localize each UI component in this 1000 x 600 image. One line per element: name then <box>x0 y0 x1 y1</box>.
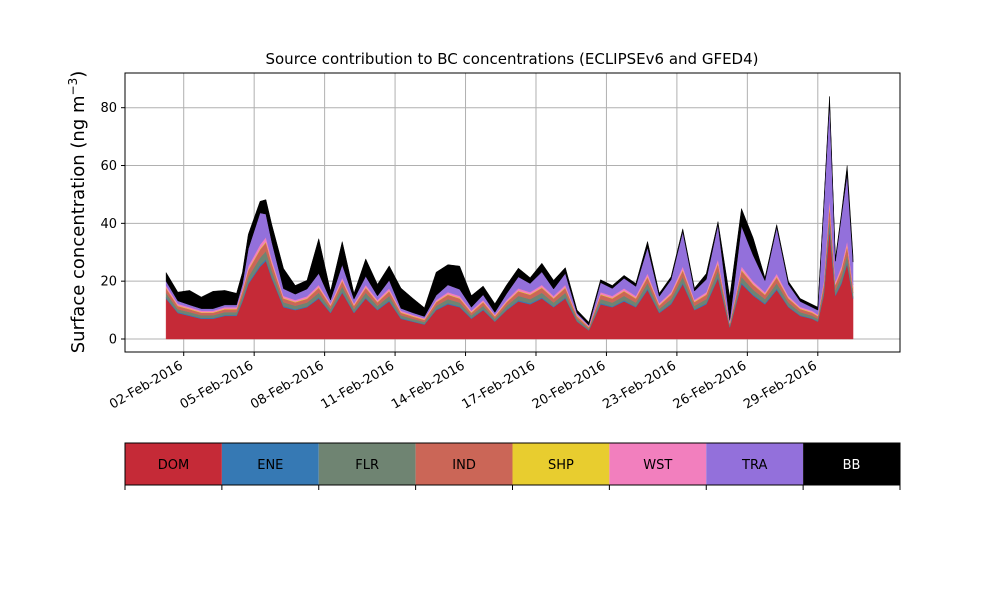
y-axis-label-main: Surface concentration (ng m <box>68 95 89 353</box>
legend-label-dom: DOM <box>158 458 189 473</box>
plot-frame <box>124 72 901 353</box>
legend-swatch-ene <box>221 443 319 485</box>
legend-label-flr: FLR <box>355 458 379 473</box>
y-tick-label: 60 <box>100 159 117 174</box>
legend-label-wst: WST <box>643 458 672 473</box>
y-tick-label: 40 <box>100 217 117 232</box>
y-tick-label: 20 <box>100 275 117 290</box>
y-axis-label: Surface concentration (ng m−3) <box>66 71 89 354</box>
y-axis-label-close: ) <box>68 71 89 78</box>
y-tick-label: 0 <box>109 332 117 347</box>
legend-swatch-bb <box>803 443 900 485</box>
legend-swatch-flr <box>318 443 416 485</box>
legend-swatch-shp <box>512 443 610 485</box>
legend-swatch-wst <box>609 443 707 485</box>
legend-label-shp: SHP <box>548 458 574 473</box>
y-axis-ticks: 0 20 40 60 80 <box>100 101 125 347</box>
source-legend-colorbar: DOM ENE FLR IND SHP WST TRA BB <box>124 442 901 490</box>
chart-title: Source contribution to BC concentrations… <box>265 50 758 68</box>
area-bb <box>165 96 854 326</box>
y-tick-label: 80 <box>100 101 117 116</box>
legend-frame <box>124 442 901 486</box>
legend-label-bb: BB <box>843 458 861 473</box>
stacked-areas <box>165 96 854 340</box>
legend-swatch-ind <box>415 443 513 485</box>
legend-label-tra: TRA <box>741 458 767 473</box>
legend-label-ene: ENE <box>257 458 283 473</box>
legend-label-ind: IND <box>452 458 476 473</box>
legend-swatch-dom <box>125 443 222 485</box>
y-axis-label-exponent: −3 <box>66 78 80 96</box>
legend-swatch-tra <box>706 443 804 485</box>
